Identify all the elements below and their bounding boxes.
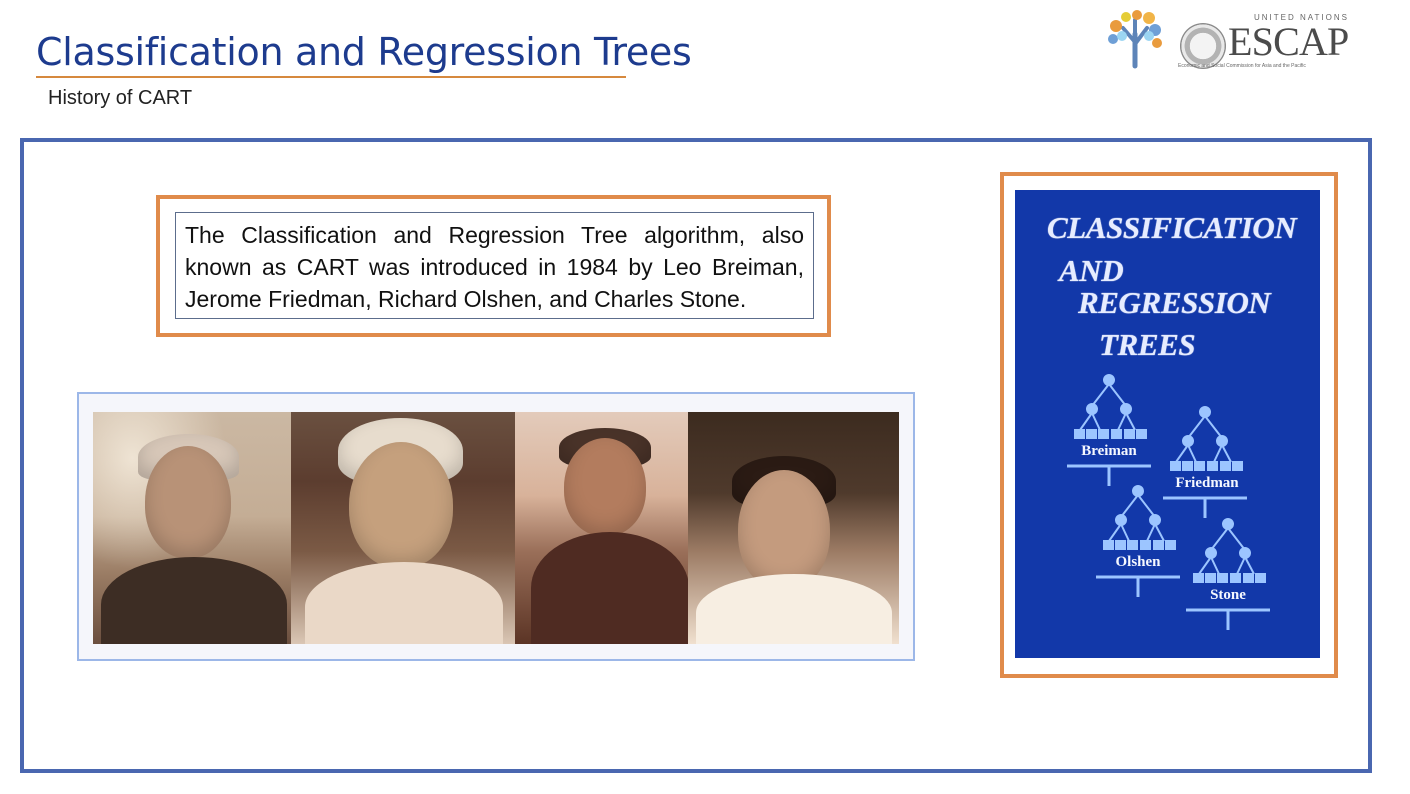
book-title-line-4: Trees [1099, 327, 1196, 362]
photo-1-face [145, 446, 231, 558]
tree-diagram-4: Stone [1186, 516, 1286, 636]
photo-3-face [564, 438, 646, 536]
slide-title: Classification and Regression Trees [36, 30, 692, 74]
un-emblem-icon [1180, 23, 1226, 69]
slide-subtitle: History of CART [48, 87, 193, 109]
intro-text: The Classification and Regression Tree a… [175, 212, 814, 319]
escap-logo-text: ESCAP [1228, 19, 1349, 64]
tree-diagram-2: Friedman [1163, 404, 1263, 524]
author-label-friedman: Friedman [1175, 475, 1239, 491]
photo-2-face [349, 442, 453, 568]
book-title-line-1: Classification [1047, 210, 1297, 245]
title-underline [36, 76, 626, 78]
author-photo-1 [93, 412, 291, 644]
author-photos-strip [77, 392, 915, 661]
author-photo-3 [515, 412, 688, 644]
tree-icon [1163, 406, 1247, 518]
tree-diagram-1: Breiman [1067, 372, 1167, 492]
book-title-line-2: And [1059, 253, 1124, 288]
author-label-olshen: Olshen [1115, 554, 1161, 570]
united-nations-label: UNITED NATIONS [1254, 13, 1349, 22]
author-label-breiman: Breiman [1081, 443, 1137, 459]
tree-icon [1067, 374, 1151, 486]
photo-3-shoulders [531, 532, 688, 644]
author-photo-2 [291, 412, 515, 644]
tree-icon [1096, 485, 1180, 597]
photo-1-shoulders [101, 557, 287, 644]
author-photo-4 [688, 412, 899, 644]
tree-icon [1186, 518, 1270, 630]
author-label-stone: Stone [1210, 587, 1246, 603]
photo-4-face [738, 470, 830, 590]
tree-logo-icon [1108, 10, 1162, 69]
photo-4-shoulders [696, 574, 892, 644]
tree-diagram-3: Olshen [1096, 483, 1196, 603]
escap-caption: Economic and Social Commission for Asia … [1178, 63, 1306, 69]
book-title-line-3: Regression [1078, 285, 1271, 320]
book-cover: Classification And Regression Trees [1015, 190, 1320, 658]
logo-area: UNITED NATIONS ESCAP Economic and Social… [1104, 8, 1369, 70]
photo-2-shoulders [305, 562, 503, 644]
